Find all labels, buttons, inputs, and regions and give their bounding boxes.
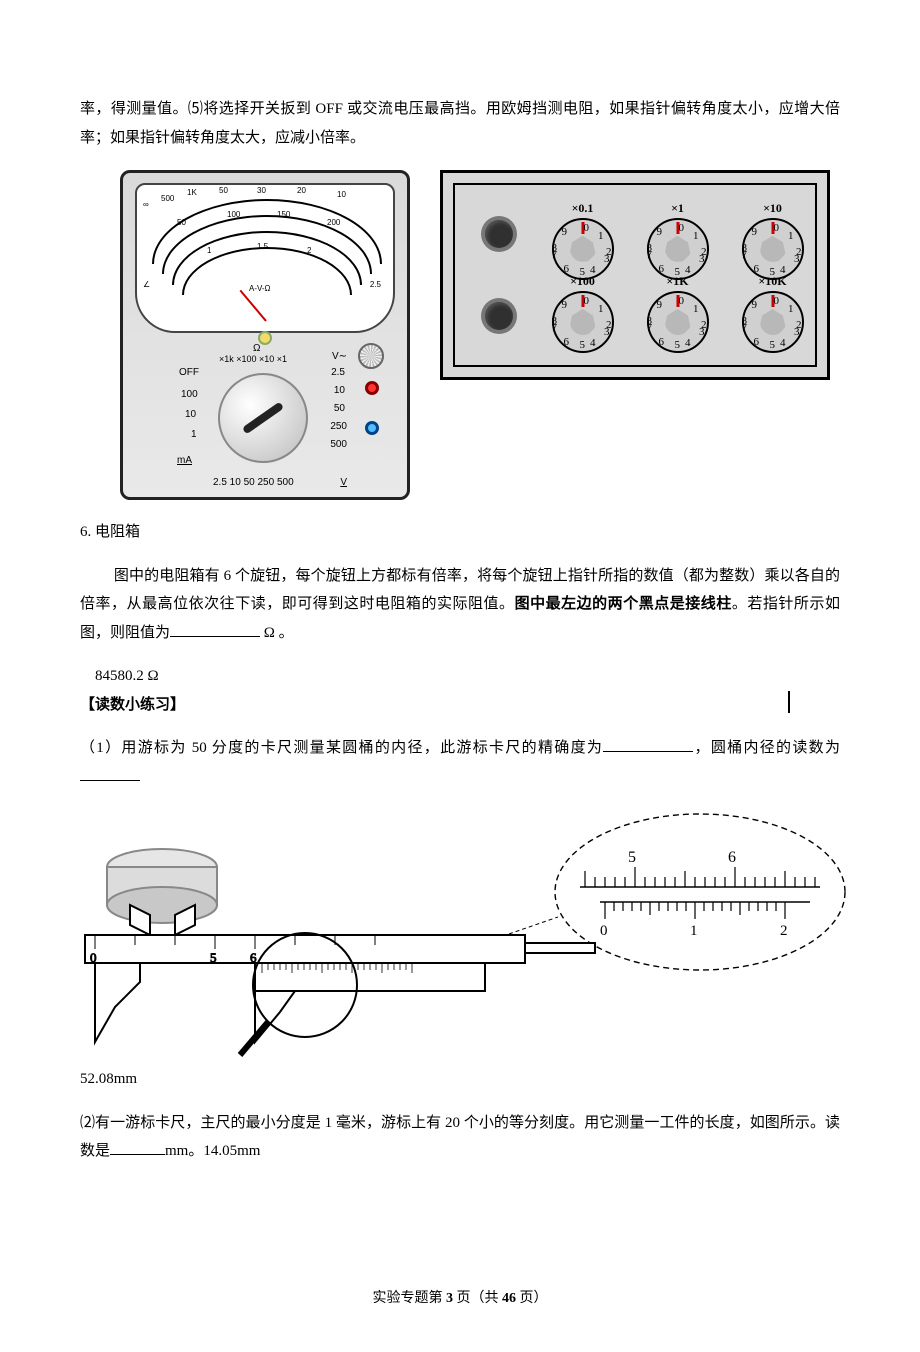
svg-text:5: 5 [210, 950, 217, 965]
svg-text:0: 0 [600, 923, 608, 939]
blank-resistance [170, 620, 260, 637]
section-6-answer: 84580.2 Ω [95, 662, 840, 691]
jack-negative[interactable] [365, 421, 379, 435]
dial-1k[interactable]: ×1K 0 1 2 3 4 5 6 7 8 9 [640, 270, 715, 353]
svg-text:2: 2 [780, 923, 788, 939]
dial-0p1[interactable]: ×0.1 0 1 2 3 4 5 6 7 8 9 [545, 197, 620, 280]
svg-text:1: 1 [690, 923, 698, 939]
practice-header: 【读数小练习】 [80, 697, 185, 713]
dial-100[interactable]: ×100 0 1 2 3 4 5 6 7 8 9 [545, 270, 620, 353]
multimeter-controls: Ω ×1k ×100 ×10 ×1 V∼ OFF 2.5 10 50 250 5… [133, 333, 397, 498]
blank-q2 [110, 1139, 165, 1156]
svg-text:6: 6 [728, 849, 736, 866]
dial-10[interactable]: ×10 0 1 2 3 4 5 6 7 8 9 [735, 197, 810, 280]
binding-post-bottom[interactable] [485, 302, 513, 330]
practice-header-row: 【读数小练习】 [80, 691, 840, 720]
blank-reading [80, 764, 140, 781]
page-footer: 实验专题第 3 页（共 46 页） [80, 1286, 840, 1313]
blank-precision [603, 736, 693, 753]
svg-text:5: 5 [628, 849, 636, 866]
figures-row: ∞ ∠ 2.5 A-V-Ω 500 1K 50 30 20 10 50 100 … [120, 170, 840, 500]
meter-face: ∞ ∠ 2.5 A-V-Ω 500 1K 50 30 20 10 50 100 … [135, 183, 395, 333]
question-1: （1）用游标为 50 分度的卡尺测量某圆桶的内径，此游标卡尺的精确度为，圆桶内径… [80, 734, 840, 791]
dials-row-2: ×100 0 1 2 3 4 5 6 7 8 9 ×1K [545, 270, 810, 353]
divider-bar [788, 691, 790, 713]
caliper-figure: 5 6 [80, 807, 840, 1057]
selector-knob[interactable] [218, 373, 308, 463]
question-2: ⑵有一游标卡尺，主尺的最小分度是 1 毫米，游标上有 20 个小的等分刻度。用它… [80, 1109, 840, 1166]
intro-paragraph: 率，得测量值。⑸将选择开关扳到 OFF 或交流电压最高挡。用欧姆挡测电阻，如果指… [80, 95, 840, 152]
dial-1[interactable]: ×1 0 1 2 3 4 5 6 7 8 9 [640, 197, 715, 280]
dial-10k[interactable]: ×10K 0 1 2 3 4 5 6 7 8 9 [735, 270, 810, 353]
section-6-paragraph: 图中的电阻箱有 6 个旋钮，每个旋钮上方都标有倍率，将每个旋钮上指针所指的数值（… [80, 562, 840, 648]
question-1-answer: 52.08mm [80, 1065, 840, 1094]
ohm-adjust-knob[interactable] [358, 343, 384, 369]
resistance-box-figure: ×0.1 0 1 2 3 4 5 6 7 8 9 ×1 [440, 170, 830, 380]
caliper-svg: 5 6 [80, 807, 850, 1057]
section-6-title: 6. 电阻箱 [80, 518, 840, 547]
binding-post-top[interactable] [485, 220, 513, 248]
jack-positive[interactable] [365, 381, 379, 395]
dials-row-1: ×0.1 0 1 2 3 4 5 6 7 8 9 ×1 [545, 197, 810, 280]
multimeter-figure: ∞ ∠ 2.5 A-V-Ω 500 1K 50 30 20 10 50 100 … [120, 170, 410, 500]
